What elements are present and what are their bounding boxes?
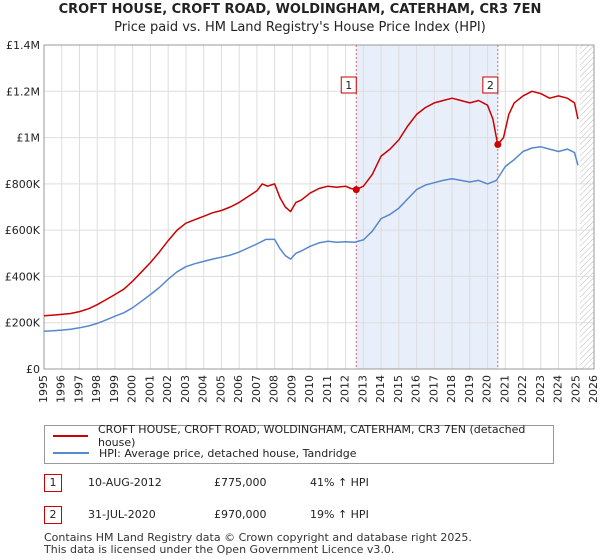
legend-swatch-property bbox=[53, 435, 88, 437]
y-tick-label: £1.4M bbox=[6, 39, 40, 52]
price-chart: £0 £200K £400K £600K £800K £1M £1.2M £1.4M 1995 1… bbox=[5, 39, 600, 403]
x-tick-label: 2001 bbox=[143, 375, 156, 403]
x-tick-label: 2016 bbox=[410, 375, 423, 403]
sale-label: 2 bbox=[487, 79, 494, 92]
x-tick-label: 2007 bbox=[250, 375, 263, 403]
x-tick-label: 2005 bbox=[214, 375, 227, 403]
highlight-period bbox=[356, 45, 498, 369]
sale-point bbox=[494, 141, 502, 149]
y-tick-label: £200K bbox=[5, 317, 41, 330]
x-tick-label: 2014 bbox=[374, 375, 387, 403]
y-tick-label: £400K bbox=[5, 270, 41, 283]
transaction-date: 31-JUL-2020 bbox=[88, 508, 156, 521]
transaction-price: £775,000 bbox=[214, 476, 267, 489]
transaction-date: 10-AUG-2012 bbox=[88, 476, 162, 489]
x-tick-label: 2020 bbox=[481, 375, 494, 403]
x-tick-label: 2010 bbox=[303, 375, 316, 403]
x-tick-label: 2024 bbox=[552, 375, 565, 403]
x-tick-label: 2023 bbox=[534, 375, 547, 403]
sale-point bbox=[352, 186, 360, 194]
legend-swatch-hpi bbox=[53, 452, 89, 454]
legend-label-property: CROFT HOUSE, CROFT ROAD, WOLDINGHAM, CAT… bbox=[97, 423, 526, 449]
series-line-hpi bbox=[43, 146, 579, 333]
plot-frame bbox=[43, 44, 595, 370]
legend-label-hpi: HPI: Average price, detached house, Tand… bbox=[99, 446, 357, 460]
x-tick-label: 1996 bbox=[55, 375, 68, 403]
x-tick-label: 1995 bbox=[37, 375, 50, 403]
x-tick-label: 2026 bbox=[587, 375, 600, 403]
sale-label: 1 bbox=[345, 79, 352, 92]
x-tick-label: 2025 bbox=[569, 375, 582, 403]
x-tick-label: 2009 bbox=[285, 375, 298, 403]
chart-title: CROFT HOUSE, CROFT ROAD, WOLDINGHAM, CAT… bbox=[58, 2, 542, 17]
transaction-price: £970,000 bbox=[214, 508, 267, 521]
footer-licence: This data is licensed under the Open Gov… bbox=[44, 543, 395, 556]
chart-subtitle: Price paid vs. HM Land Registry's House … bbox=[114, 20, 486, 35]
x-tick-label: 2012 bbox=[339, 375, 352, 403]
y-tick-label: £800K bbox=[5, 178, 41, 191]
x-tick-label: 2002 bbox=[161, 375, 174, 403]
x-tick-label: 1998 bbox=[90, 375, 103, 403]
x-tick-label: 2019 bbox=[463, 375, 476, 403]
transaction-marker: 2 bbox=[44, 506, 62, 524]
x-tick-label: 2000 bbox=[126, 375, 139, 403]
sale-label-box bbox=[340, 76, 357, 94]
x-tick-label: 2006 bbox=[232, 375, 245, 403]
x-tick-label: 2017 bbox=[427, 375, 440, 403]
sale-label-box bbox=[482, 76, 499, 94]
legend-entry-hpi: HPI: Average price, detached house, Tand… bbox=[53, 445, 357, 461]
legend-entry-property: CROFT HOUSE, CROFT ROAD, WOLDINGHAM, CAT… bbox=[53, 423, 553, 449]
x-tick-label: 2018 bbox=[445, 375, 458, 403]
y-tick-label: £1M bbox=[17, 132, 41, 145]
y-tick-label: £0 bbox=[26, 363, 40, 376]
x-tick-label: 2015 bbox=[392, 375, 405, 403]
transaction-marker: 1 bbox=[44, 474, 62, 492]
x-tick-label: 2011 bbox=[321, 375, 334, 403]
x-tick-label: 2004 bbox=[197, 375, 210, 403]
x-tick-label: 2008 bbox=[268, 375, 281, 403]
legend: CROFT HOUSE, CROFT ROAD, WOLDINGHAM, CAT… bbox=[44, 423, 554, 464]
y-tick-label: £1.2M bbox=[6, 85, 40, 98]
y-tick-label: £600K bbox=[5, 224, 41, 237]
plot-area bbox=[44, 45, 594, 369]
x-tick-label: 2003 bbox=[179, 375, 192, 403]
footer-copyright: Contains HM Land Registry data © Crown c… bbox=[44, 531, 472, 544]
x-tick-label: 1999 bbox=[108, 375, 121, 403]
transaction-hpi: 19% ↑ HPI bbox=[310, 508, 369, 521]
x-tick-label: 2013 bbox=[356, 375, 369, 403]
x-tick-label: 2021 bbox=[498, 375, 511, 403]
x-tick-label: 1997 bbox=[72, 375, 85, 403]
transaction-hpi: 41% ↑ HPI bbox=[310, 476, 369, 489]
forecast-hatch bbox=[579, 45, 594, 369]
x-tick-label: 2022 bbox=[516, 375, 529, 403]
